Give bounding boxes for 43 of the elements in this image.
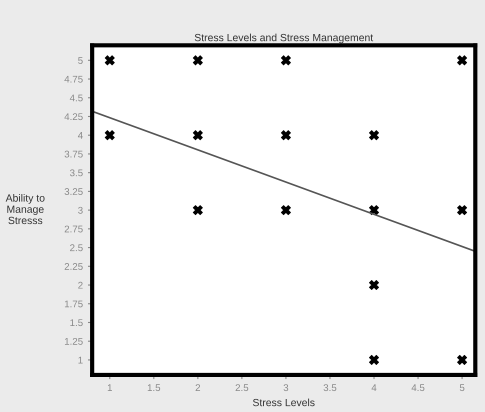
x-tick-label: 3.5 [324,384,336,392]
chart-title: Stress Levels and Stress Management [194,34,374,44]
x-tick-label: 2 [196,384,200,391]
y-tick-label: 4 [78,132,83,139]
y-tick-label: 3.75 [64,150,83,158]
y-tick-label: 3.5 [70,169,83,176]
x-tick-label: 1 [108,384,112,391]
y-tick-label: 5 [78,57,83,64]
point [457,55,468,66]
point [280,55,291,66]
x-tick-label: 4.5 [412,384,424,392]
y-tick-label: 1.5 [70,319,83,326]
point [280,205,291,216]
y-tick-label: 2.5 [70,244,83,252]
x-tick-label: 1.5 [148,384,160,392]
x-axis-title: Stress Levels [252,398,315,406]
point [369,354,380,365]
point [457,354,468,365]
y-tick-label: 4.75 [64,76,83,83]
point [457,205,468,216]
point [369,130,380,140]
x-tick-label: 5 [460,384,464,392]
x-tick-label: 2.5 [236,384,248,392]
point [192,55,203,66]
y-tick-label: 1.75 [64,300,83,308]
x-tick-label: 3 [284,384,288,392]
y-tick-label: 4.25 [64,113,83,120]
y-tick-label: 1 [78,356,83,364]
point [192,205,203,216]
y-tick-label: 3 [78,206,83,214]
y-tick-label: 2.75 [64,226,83,232]
y-axis-title: Ability to Manage Stresss [6,194,45,224]
x-tick-label: 4 [372,384,376,391]
point [104,55,115,66]
y-tick-label: 4.5 [70,94,83,102]
y-tick-label: 3.25 [64,188,83,196]
y-tick-label: 2 [78,282,83,289]
point [280,130,291,140]
point [369,280,380,290]
y-tick-label: 2.25 [64,263,83,270]
y-tick-label: 1.25 [64,338,83,345]
point [192,130,203,140]
point [104,130,115,140]
